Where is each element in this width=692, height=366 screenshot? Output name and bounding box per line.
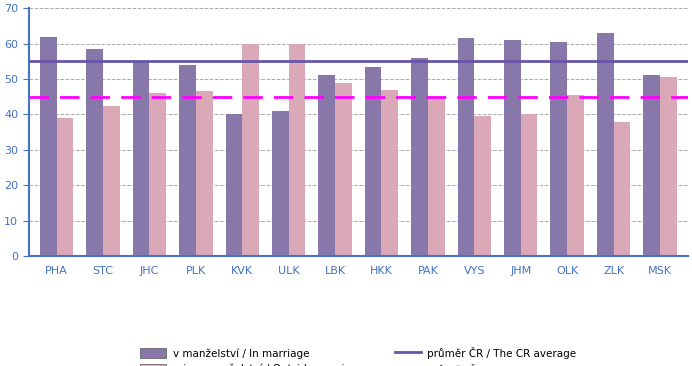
Bar <box>196 92 212 256</box>
Bar <box>149 93 166 256</box>
Bar <box>86 49 103 256</box>
Bar <box>597 33 614 256</box>
Bar <box>474 116 491 256</box>
Bar <box>644 75 660 256</box>
Bar <box>318 75 335 256</box>
Bar <box>242 44 259 256</box>
Legend: v manželství / In marriage, mimo manželství / Outside marriage, průměr ČR / The : v manželství / In marriage, mimo manžels… <box>136 343 581 366</box>
Bar <box>179 65 196 256</box>
Bar <box>57 118 73 256</box>
Bar <box>428 97 444 256</box>
Bar <box>272 111 289 256</box>
Bar <box>614 122 630 256</box>
Bar <box>40 37 57 256</box>
Bar <box>335 83 352 256</box>
Bar <box>381 90 398 256</box>
Bar <box>365 67 381 256</box>
Bar <box>660 77 677 256</box>
Bar <box>550 42 567 256</box>
Bar <box>289 44 305 256</box>
Bar <box>226 115 242 256</box>
Bar <box>504 40 521 256</box>
Bar <box>133 61 149 256</box>
Bar <box>567 95 584 256</box>
Bar <box>103 106 120 256</box>
Bar <box>457 38 474 256</box>
Bar <box>521 115 538 256</box>
Bar <box>411 58 428 256</box>
